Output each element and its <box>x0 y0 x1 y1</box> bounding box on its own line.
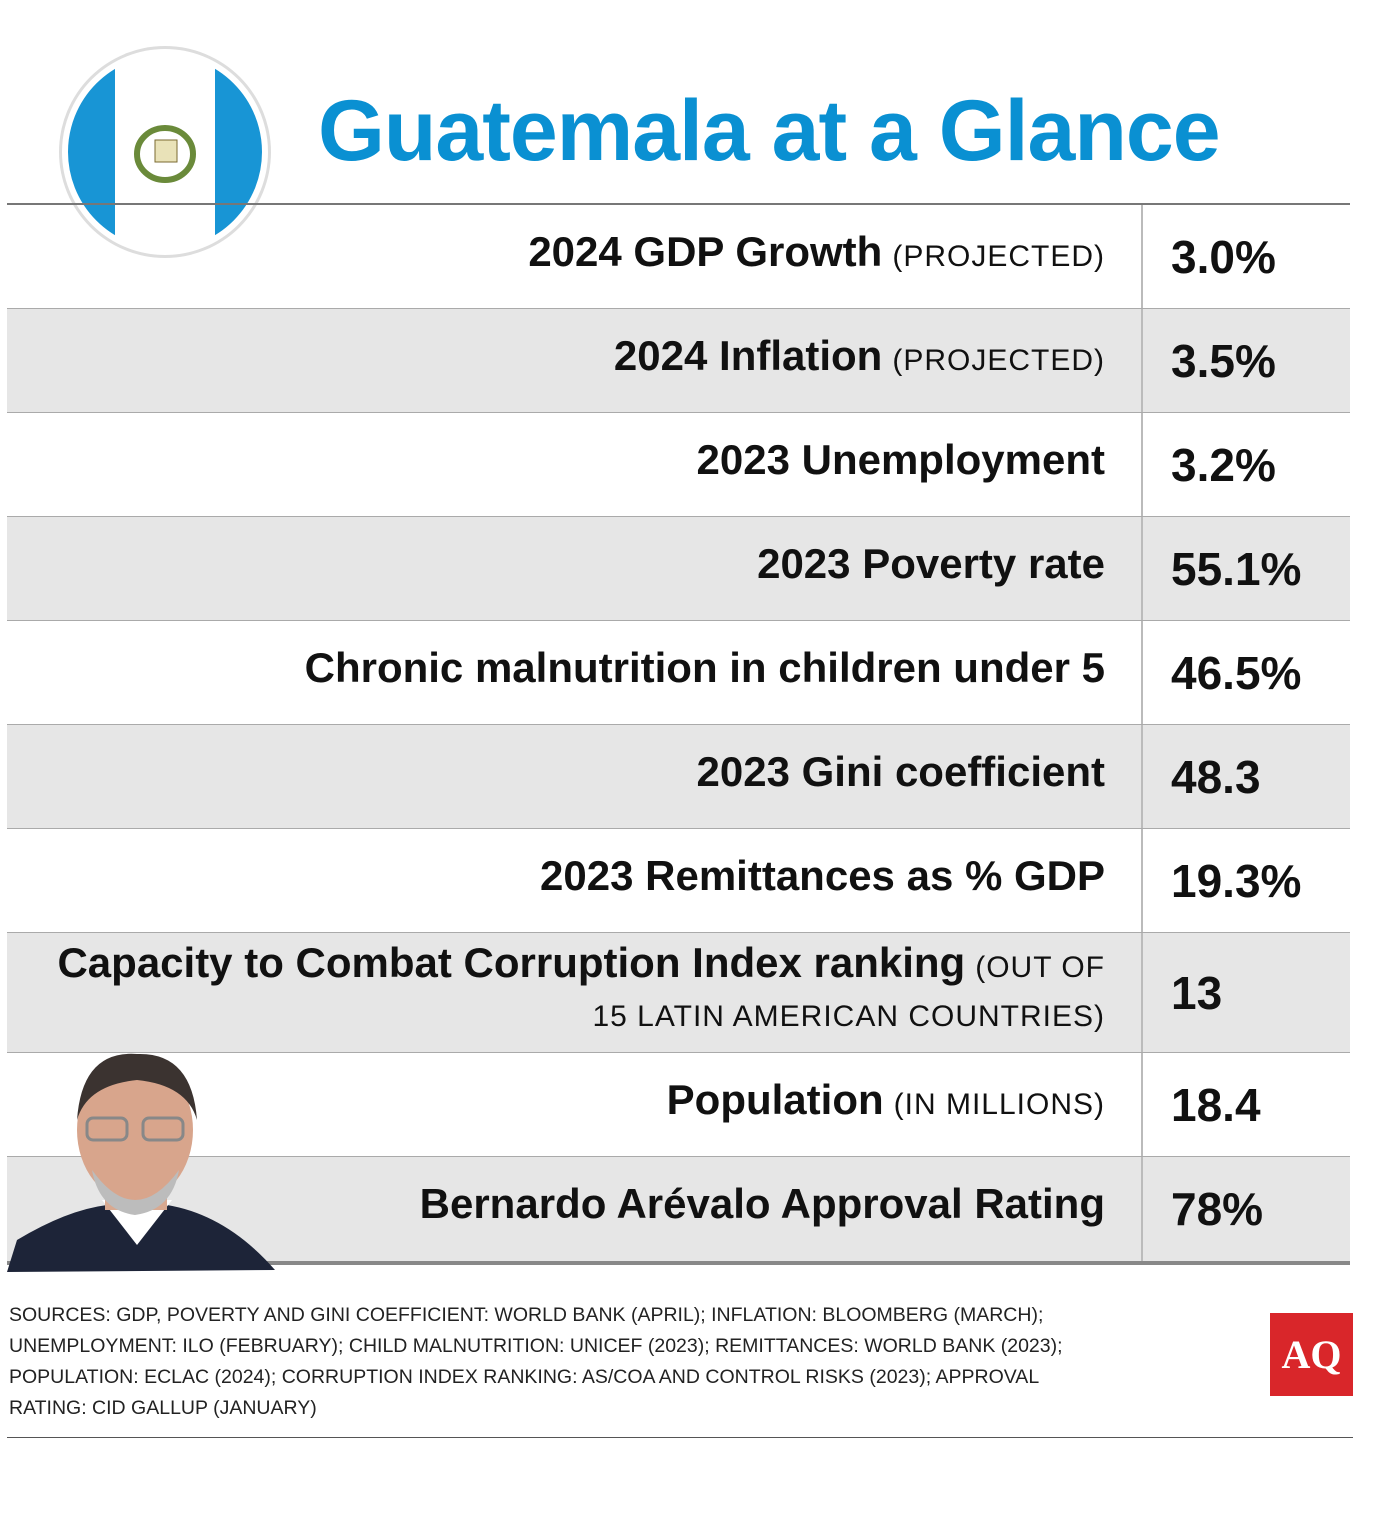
row-label-group: 2023 Poverty rate <box>757 534 1105 604</box>
row-note: (PROJECTED) <box>892 343 1105 377</box>
row-label-cell: 2024 GDP Growth (PROJECTED) <box>7 205 1105 308</box>
row-label-cell: Bernardo Arévalo Approval Rating <box>7 1157 1105 1261</box>
table-row: Chronic malnutrition in children under 5… <box>7 621 1350 725</box>
row-label-group: 2024 Inflation (PROJECTED) <box>614 326 1105 396</box>
table-row: Population (IN MILLIONS) 18.4 <box>7 1053 1350 1157</box>
row-note: (IN MILLIONS) <box>893 1087 1105 1121</box>
divider <box>1105 621 1143 724</box>
row-value: 13 <box>1171 966 1223 1019</box>
logo: AQ <box>1270 1313 1353 1396</box>
row-value: 55.1% <box>1171 542 1302 595</box>
row-label: 2023 Poverty rate <box>757 539 1105 587</box>
divider <box>1105 725 1143 828</box>
row-label: 2024 Inflation <box>613 331 883 379</box>
row-label: Capacity to Combat Corruption Index rank… <box>57 939 966 986</box>
row-value: 18.4 <box>1171 1078 1261 1131</box>
table-row: 2023 Unemployment 3.2% <box>7 413 1350 517</box>
sources: SOURCES: GDP, POVERTY AND GINI COEFFICIE… <box>9 1304 1063 1419</box>
divider <box>1105 1053 1143 1156</box>
title: Guatemala at a Glance <box>318 83 1221 179</box>
portrait <box>7 1053 275 1272</box>
divider <box>1105 205 1143 308</box>
row-label-cell: 2023 Remittances as % GDP <box>7 829 1105 932</box>
row-label-cell: Chronic malnutrition in children under 5 <box>7 621 1105 724</box>
row-label-cell: Capacity to Combat Corruption Index rank… <box>7 933 1105 1052</box>
row-label-group: 2023 Remittances as % GDP <box>540 846 1105 916</box>
row-label-cell: 2023 Unemployment <box>7 413 1105 516</box>
row-value: 19.3% <box>1171 854 1302 907</box>
row-value: 3.5% <box>1171 334 1276 387</box>
table-row: 2023 Gini coefficient 48.3 <box>7 725 1350 829</box>
row-value: 48.3 <box>1171 750 1261 803</box>
row-label-cell: 2023 Poverty rate <box>7 517 1105 620</box>
row-label-group: Capacity to Combat Corruption Index rank… <box>37 933 1105 1052</box>
row-label: 2024 GDP Growth <box>528 227 883 275</box>
row-label-cell: Population (IN MILLIONS) <box>7 1053 1105 1156</box>
row-label-cell: 2024 Inflation (PROJECTED) <box>7 309 1105 412</box>
row-value: 78% <box>1171 1183 1264 1235</box>
table-row: 2024 GDP Growth (PROJECTED) 3.0% <box>7 205 1350 309</box>
row-label: 2023 Unemployment <box>696 435 1105 483</box>
row-value: 3.0% <box>1171 230 1276 283</box>
row-label-group: 2023 Unemployment <box>697 430 1105 500</box>
row-label-group: Chronic malnutrition in children under 5 <box>305 638 1105 708</box>
divider <box>1105 309 1143 412</box>
table-row: 2024 Inflation (PROJECTED) 3.5% <box>7 309 1350 413</box>
table-row: 2023 Remittances as % GDP 19.3% <box>7 829 1350 933</box>
divider <box>1105 1157 1143 1261</box>
row-value: 3.2% <box>1171 438 1276 491</box>
row-note: (PROJECTED) <box>892 239 1105 273</box>
row-label-group: 2024 GDP Growth (PROJECTED) <box>528 222 1105 292</box>
table-row: Capacity to Combat Corruption Index rank… <box>7 933 1350 1053</box>
row-note: (OUT OF 15 LATIN AMERICAN COUNTRIES) <box>592 951 1105 1033</box>
row-label-group: 2023 Gini coefficient <box>697 742 1105 812</box>
footer-rule <box>7 1437 1353 1438</box>
divider <box>1105 517 1143 620</box>
stats-table: 2024 GDP Growth (PROJECTED) 3.0% 2024 Infla… <box>7 203 1350 1265</box>
row-label: Population <box>666 1075 884 1123</box>
divider <box>1105 829 1143 932</box>
row-label: 2023 Remittances as % GDP <box>540 851 1105 899</box>
row-label: Chronic malnutrition in children under 5 <box>304 643 1105 691</box>
row-label-group: Population (IN MILLIONS) <box>667 1070 1105 1140</box>
row-label-group: Bernardo Arévalo Approval Rating <box>420 1174 1105 1244</box>
row-value: 46.5% <box>1171 646 1302 699</box>
table-row: Bernardo Arévalo Approval Rating 78% <box>7 1157 1350 1261</box>
table-row: 2023 Poverty rate 55.1% <box>7 517 1350 621</box>
divider <box>1105 933 1143 1052</box>
flag-badge <box>59 46 271 258</box>
row-label: Bernardo Arévalo Approval Rating <box>419 1180 1105 1227</box>
divider <box>1105 413 1143 516</box>
row-label-cell: 2023 Gini coefficient <box>7 725 1105 828</box>
row-label: 2023 Gini coefficient <box>696 747 1105 795</box>
